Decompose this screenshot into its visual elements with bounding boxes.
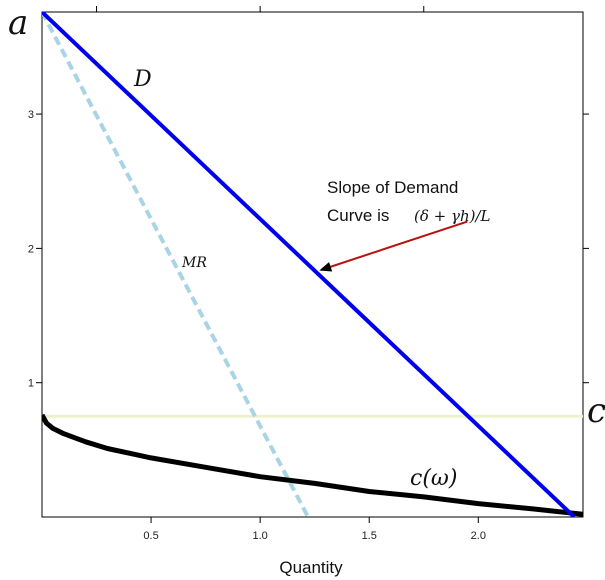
y-tick-label-0: 1 [28, 378, 34, 390]
x-tick-label-2: 1.5 [362, 530, 377, 542]
demand-line [42, 12, 576, 517]
cost-curve [42, 413, 583, 517]
series-layer [42, 12, 583, 517]
axis-tick-labels: 0.5 1.0 1.5 2.0 1 2 3 [28, 109, 486, 542]
annotation-line-1: Slope of Demand [327, 178, 458, 197]
annotation-math: (δ + γh)/L [414, 207, 491, 225]
label-d: D [133, 67, 152, 92]
label-c: c [587, 391, 605, 431]
axis-ticks [36, 6, 589, 523]
x-tick-label-0: 0.5 [143, 530, 158, 542]
curve-labels: a D MR c(ω) c Slope of Demand Curve is (δ + γh)… [8, 3, 605, 491]
marginal-revenue-line [42, 12, 310, 517]
y-tick-label-1: 2 [28, 243, 34, 255]
annotation-arrow [319, 220, 468, 272]
x-axis-title: Quantity [279, 558, 343, 577]
label-a: a [8, 3, 28, 43]
x-tick-label-3: 2.0 [471, 530, 486, 542]
plot-frame [41, 11, 584, 518]
label-mr: MR [181, 255, 207, 271]
y-tick-label-2: 3 [28, 109, 34, 121]
annotation-line-2: Curve is [327, 206, 389, 225]
x-tick-label-1: 1.0 [252, 530, 267, 542]
label-c-omega: c(ω) [410, 466, 457, 491]
